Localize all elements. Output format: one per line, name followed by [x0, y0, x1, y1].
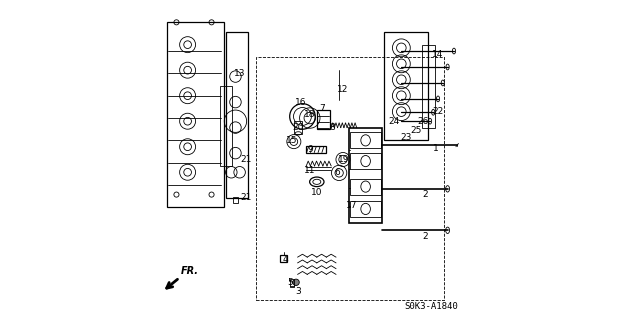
Text: 21: 21 [240, 193, 252, 202]
Text: FR.: FR. [181, 266, 199, 276]
Text: 4: 4 [282, 256, 288, 264]
Text: 18: 18 [304, 110, 316, 119]
Text: 11: 11 [304, 166, 316, 175]
Text: S0K3-A1840: S0K3-A1840 [404, 302, 458, 311]
Text: 14: 14 [433, 50, 444, 59]
Text: 19: 19 [338, 155, 349, 164]
Bar [280, 255, 287, 262]
Text: 10: 10 [311, 189, 323, 197]
Bar [306, 146, 326, 153]
Text: 5: 5 [287, 278, 292, 287]
Text: 22: 22 [433, 107, 444, 116]
Bar [167, 22, 224, 207]
Circle shape [293, 279, 300, 286]
Bar [233, 197, 238, 203]
Bar [290, 279, 294, 287]
Text: 17: 17 [346, 201, 358, 210]
Text: 7: 7 [319, 104, 325, 113]
Text: 21: 21 [240, 155, 252, 164]
Bar [350, 179, 381, 195]
Text: 24: 24 [388, 117, 400, 126]
Text: 1: 1 [433, 144, 438, 153]
Text: 23: 23 [401, 133, 412, 142]
Bar [294, 121, 303, 134]
Text: 15: 15 [285, 136, 297, 145]
Bar [349, 128, 382, 223]
Bar [226, 32, 248, 198]
Text: 6: 6 [335, 168, 340, 177]
Bar [350, 132, 381, 148]
Text: 9: 9 [308, 145, 314, 154]
Bar [350, 201, 381, 217]
Text: 25: 25 [410, 126, 421, 135]
Text: 12: 12 [337, 85, 348, 94]
Text: 20: 20 [292, 123, 304, 132]
Text: 3: 3 [295, 287, 301, 296]
Text: 2: 2 [422, 190, 428, 199]
Bar [255, 57, 444, 300]
Text: 13: 13 [234, 69, 245, 78]
Text: 8: 8 [329, 123, 335, 132]
Bar [422, 45, 435, 128]
Bar [350, 153, 381, 169]
Text: 2: 2 [422, 232, 428, 241]
Text: 16: 16 [294, 98, 306, 107]
Bar [220, 86, 232, 166]
Bar [317, 110, 330, 129]
Bar [384, 32, 428, 140]
Text: 26: 26 [417, 117, 428, 126]
